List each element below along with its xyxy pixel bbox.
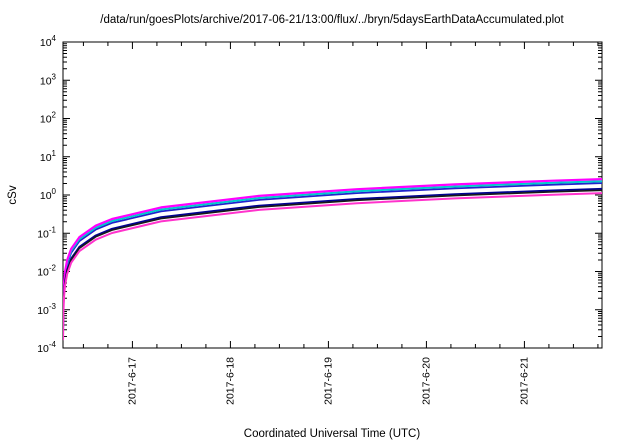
y-axis-label: cSv <box>7 185 19 204</box>
plot-area: 10-4 10-3 10-2 10-1 100 101 102 103 104 2017-6-17… <box>37 34 603 405</box>
y-tick-label: 100 <box>40 187 57 202</box>
x-tick-label: 2017-6-18 <box>224 357 236 405</box>
x-axis-label: Coordinated Universal Time (UTC) <box>244 428 421 440</box>
y-tick-label: 10-4 <box>37 340 56 355</box>
y-tick-label: 104 <box>40 34 57 49</box>
y-tick-label: 10-3 <box>37 302 56 317</box>
chart-title: /data/run/goesPlots/archive/2017-06-21/1… <box>100 14 564 26</box>
series-line-magenta-lower <box>63 192 602 341</box>
x-tick-label: 2017-6-17 <box>126 357 138 405</box>
y-tick-label: 103 <box>40 72 57 87</box>
y-tick-label: 10-2 <box>37 264 56 279</box>
y-tick-label: 102 <box>40 111 57 126</box>
x-tick-label: 2017-6-19 <box>322 357 334 405</box>
y-tick-label: 10-1 <box>37 225 56 240</box>
y-tick-label: 101 <box>40 149 57 164</box>
x-tick-label: 2017-6-21 <box>518 357 530 405</box>
x-tick-label: 2017-6-20 <box>420 357 432 405</box>
series-line-cyan <box>63 180 602 329</box>
